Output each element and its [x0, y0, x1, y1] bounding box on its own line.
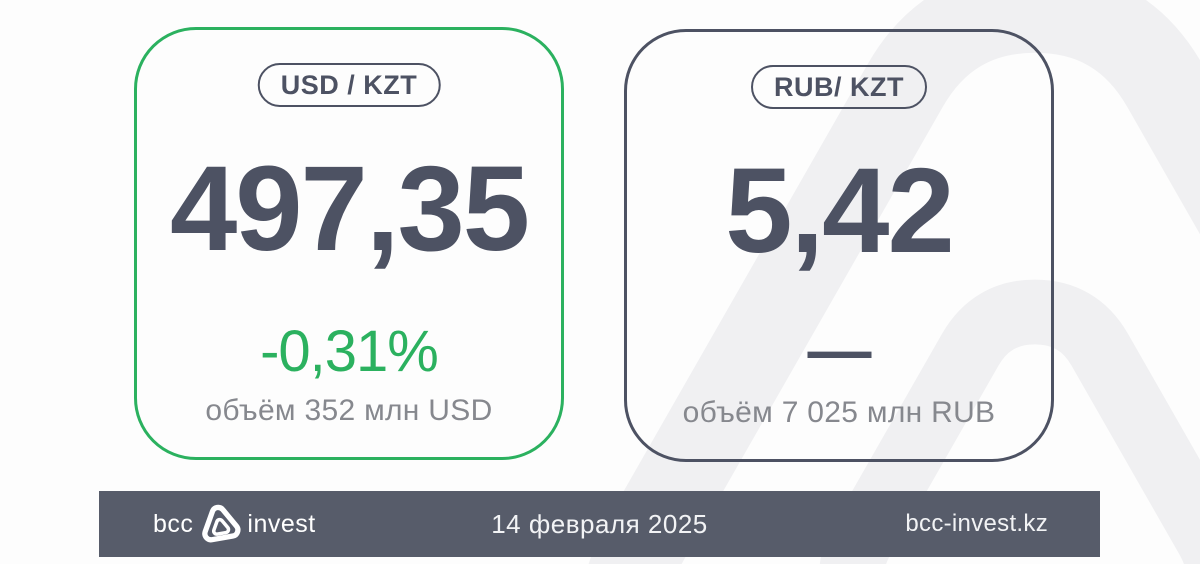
- website-label: bcc-invest.kz: [905, 510, 1048, 537]
- usd-kzt-pair-label: USD / KZT: [280, 70, 418, 100]
- rub-kzt-card: RUB/ KZT 5,42 — объём 7 025 млн RUB: [624, 29, 1054, 462]
- footer-bar: bcc invest 14 февраля 2025 bcc-invest.kz: [99, 491, 1100, 557]
- rub-kzt-pair-label: RUB/ KZT: [774, 72, 904, 102]
- date-label: 14 февраля 2025: [491, 508, 708, 539]
- rub-kzt-volume-label: объём 7 025 млн RUB: [682, 396, 996, 429]
- bcc-invest-logo: bcc invest: [153, 502, 316, 546]
- bcc-triangle-logo-icon: [202, 504, 241, 543]
- usd-kzt-card: USD / KZT 497,35 -0,31% объём 352 млн US…: [134, 27, 564, 460]
- rub-kzt-pair-badge: RUB/ KZT: [751, 65, 927, 110]
- usd-kzt-volume-label: объём 352 млн USD: [205, 394, 493, 427]
- usd-kzt-change-percent: -0,31%: [260, 319, 439, 384]
- rub-kzt-change-dash: —: [807, 314, 872, 386]
- usd-kzt-rate-value: 497,35: [169, 140, 530, 276]
- usd-kzt-pair-badge: USD / KZT: [257, 63, 441, 108]
- rub-kzt-rate-value: 5,42: [725, 142, 955, 278]
- brand-prefix-label: bcc: [153, 509, 194, 538]
- brand-suffix-label: invest: [247, 509, 316, 538]
